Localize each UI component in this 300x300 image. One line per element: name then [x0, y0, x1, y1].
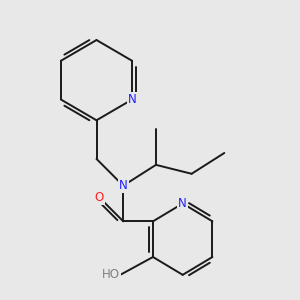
Text: N: N: [178, 197, 187, 210]
Text: N: N: [128, 93, 136, 106]
Text: HO: HO: [102, 268, 120, 281]
Text: N: N: [119, 179, 128, 192]
Text: O: O: [95, 191, 104, 204]
